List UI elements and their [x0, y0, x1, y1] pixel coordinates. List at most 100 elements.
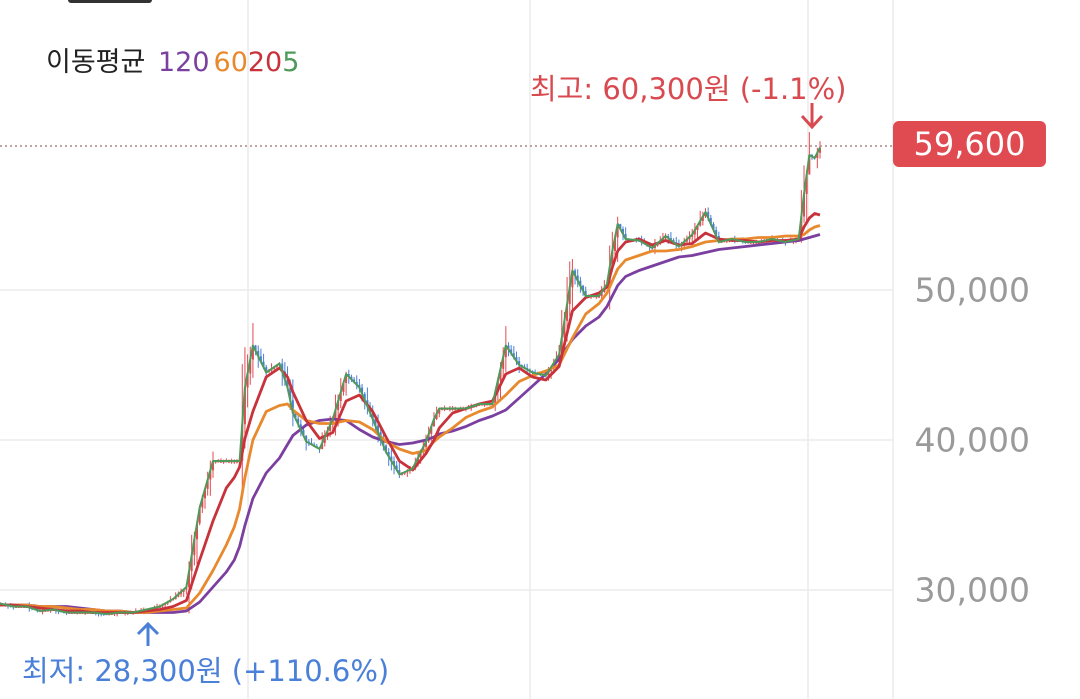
candle-body [302, 430, 305, 436]
candle-body [323, 437, 326, 443]
candle-body [600, 292, 603, 296]
candle-body [547, 371, 550, 376]
candle-body [361, 387, 364, 394]
low-arrow-icon [136, 621, 160, 646]
candle-body [321, 443, 324, 449]
candle-body [803, 194, 806, 217]
candle-body [337, 401, 340, 410]
candle-body [188, 571, 191, 587]
candle-body [385, 445, 388, 452]
candle-body [438, 408, 441, 414]
candle-body [297, 418, 300, 425]
candle-body [382, 438, 385, 446]
candle-body [430, 426, 433, 434]
candle-body [800, 216, 803, 239]
candle-body [504, 345, 507, 358]
candle-body [496, 380, 499, 393]
candle-body [294, 413, 297, 419]
candle-body [614, 237, 616, 251]
legend-ma60: 60 [213, 47, 248, 78]
candle-body [502, 357, 505, 369]
candle-body [515, 357, 518, 362]
candle-body [329, 425, 332, 431]
candle-body [579, 280, 582, 286]
candle-body [243, 387, 246, 425]
candle-body [563, 320, 566, 338]
candle-body [693, 230, 696, 235]
candle-body [387, 452, 390, 457]
candle-body [507, 345, 510, 350]
y-tick-label: 50,000 [914, 270, 1030, 310]
series-line-ma120 [0, 233, 821, 614]
candle-body [571, 270, 574, 288]
candle-body [339, 392, 342, 401]
candle-body [331, 419, 334, 425]
candle-body [305, 435, 308, 442]
candle-body [257, 350, 260, 357]
series-line-ma60 [0, 224, 821, 614]
candle-body [582, 285, 585, 291]
candle-body [611, 251, 614, 268]
candle-body [209, 470, 212, 480]
candle-body [281, 363, 284, 372]
legend-ma20: 20 [247, 47, 283, 78]
candle-body [393, 461, 396, 466]
candle-body [699, 221, 702, 226]
series-line-ma20 [0, 212, 821, 614]
candle-body [371, 412, 374, 419]
candle-body [574, 270, 577, 276]
high-arrow-icon [800, 103, 824, 130]
candle-body [709, 218, 712, 224]
y-tick-label: 30,000 [914, 570, 1030, 610]
candle-body [291, 400, 294, 413]
candle-body [701, 216, 704, 221]
legend-title: 이동평균 [46, 47, 146, 78]
candle-body [204, 488, 206, 499]
candle-body [808, 155, 811, 175]
candle-body [241, 424, 244, 461]
candle-body [419, 452, 422, 458]
candle-body [299, 424, 302, 431]
candle-body [363, 393, 366, 401]
high-price-label: 최고: 60,300원 (-1.1%) [530, 72, 847, 106]
candle-body [259, 356, 262, 362]
candle-body [499, 368, 502, 381]
series-line-ma5 [0, 147, 821, 615]
candle-body [715, 230, 718, 236]
candle-body [584, 290, 587, 296]
chart-legend: 이동평균 120 60205 [46, 40, 303, 79]
candle-body [345, 374, 348, 383]
candle-body [819, 147, 821, 153]
candle-body [707, 212, 710, 218]
candle-body [249, 359, 252, 374]
y-tick-label: 40,000 [914, 420, 1030, 460]
candle-body [424, 441, 427, 447]
candle-body [621, 229, 624, 234]
candle-body [342, 383, 345, 392]
candle-body [265, 367, 268, 373]
candle-body [254, 345, 257, 351]
candle-body [334, 410, 337, 419]
candle-body [696, 225, 699, 230]
candle-body [432, 419, 435, 427]
candle-body [196, 523, 199, 540]
candle-body [190, 555, 193, 572]
candle-body [206, 479, 209, 489]
candle-body [422, 446, 425, 453]
candle-body [390, 456, 393, 461]
candle-body [246, 373, 249, 388]
current-price-badge: 59,600 [893, 121, 1046, 167]
legend-ma120: 120 [157, 47, 210, 78]
grid-lines [0, 0, 894, 699]
candle-body [286, 379, 289, 388]
candle-body [624, 234, 627, 239]
candle-body [560, 337, 563, 355]
candle-body [416, 457, 419, 464]
candle-body [201, 498, 204, 508]
candle-body [568, 287, 571, 305]
candle-body [398, 470, 401, 475]
moving-average-lines [0, 147, 821, 615]
candlestick-marks [0, 132, 821, 617]
candle-body [193, 539, 196, 556]
